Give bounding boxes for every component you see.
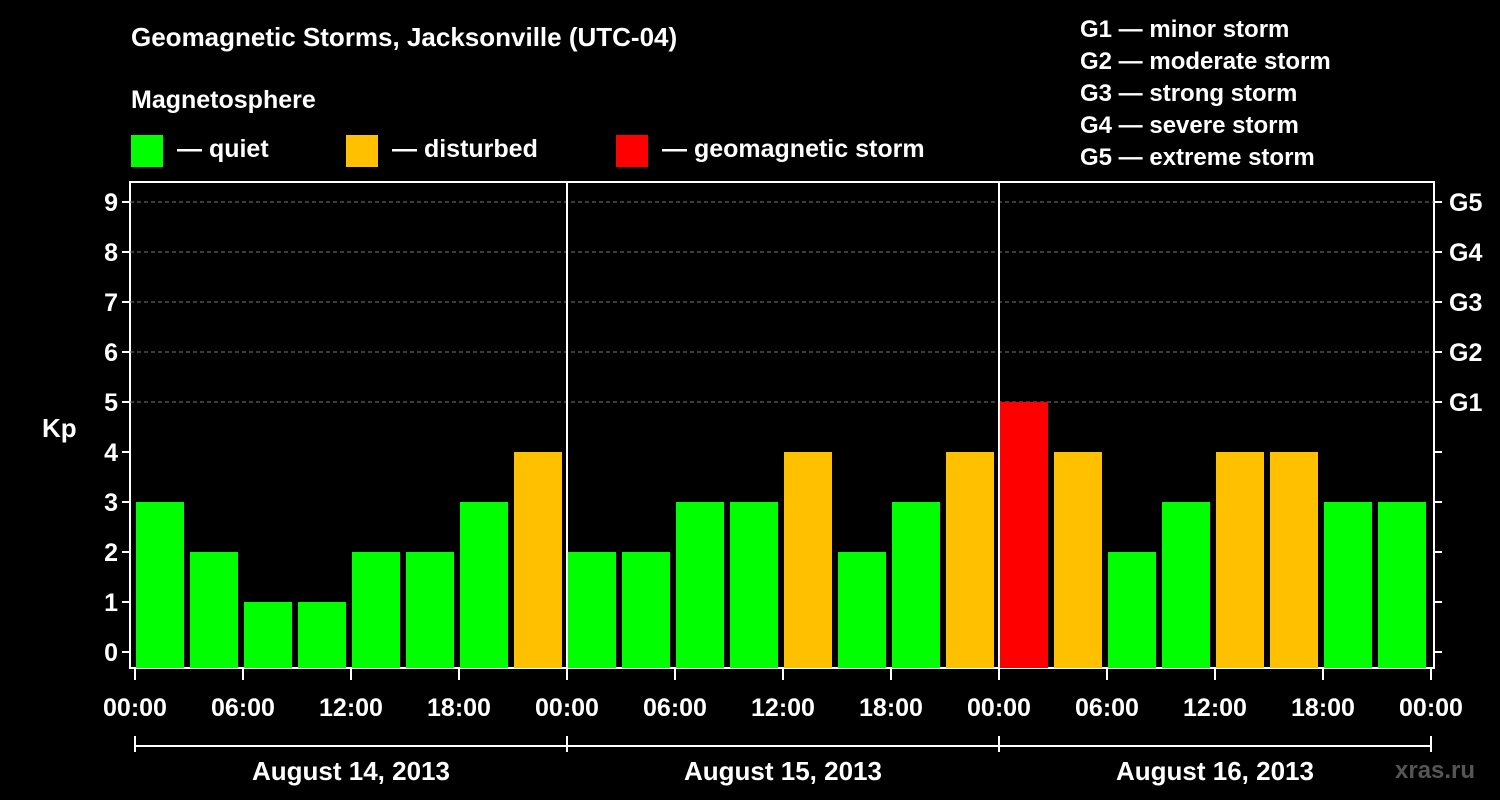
- kp-bar: [946, 452, 994, 668]
- legend-label-quiet: — quiet: [177, 135, 269, 163]
- x-tick-label: 12:00: [319, 694, 383, 722]
- x-tick-label: 18:00: [859, 694, 923, 722]
- kp-bar: [514, 452, 562, 668]
- kp-bar: [406, 552, 454, 668]
- kp-bar: [568, 552, 616, 668]
- watermark: xras.ru: [1395, 757, 1476, 784]
- y-tick-label: 5: [104, 389, 118, 417]
- legend-label-disturbed: — disturbed: [392, 135, 538, 163]
- x-tick-label: 06:00: [1075, 694, 1139, 722]
- legend-subtitle: Magnetosphere: [131, 86, 316, 114]
- kp-bar: [298, 602, 346, 668]
- kp-bar: [1054, 452, 1102, 668]
- g-scale-label: G1: [1449, 389, 1482, 417]
- y-tick-label: 6: [104, 339, 118, 367]
- x-tick-label: 06:00: [211, 694, 275, 722]
- kp-bar: [730, 502, 778, 668]
- kp-bar: [1216, 452, 1264, 668]
- x-tick-label: 12:00: [751, 694, 815, 722]
- kp-bar: [1324, 502, 1372, 668]
- legend-swatch-disturbed: [346, 135, 378, 167]
- y-tick-label: 3: [104, 489, 118, 517]
- kp-bar: [352, 552, 400, 668]
- kp-bar: [1270, 452, 1318, 668]
- kp-bar: [892, 502, 940, 668]
- y-tick-label: 7: [104, 289, 118, 317]
- storm-scale-g4: G4 — severe storm: [1080, 112, 1299, 139]
- kp-bar: [1162, 502, 1210, 668]
- kp-bar: [1000, 402, 1048, 668]
- storm-scale-list: G1 — minor storm G2 — moderate storm G3 …: [1080, 14, 1331, 174]
- x-tick-label: 12:00: [1183, 694, 1247, 722]
- chart-title: Geomagnetic Storms, Jacksonville (UTC-04…: [131, 22, 678, 52]
- kp-bar: [460, 502, 508, 668]
- day-label: August 14, 2013: [252, 756, 450, 786]
- kp-bar: [1378, 502, 1426, 668]
- legend-swatch-storm: [616, 135, 648, 167]
- day-label: August 15, 2013: [684, 756, 882, 786]
- y-axis-label: Kp: [42, 413, 77, 443]
- g-scale-label: G2: [1449, 339, 1482, 367]
- y-tick-label: 4: [104, 439, 118, 467]
- kp-bar: [622, 552, 670, 668]
- x-tick-label: 06:00: [643, 694, 707, 722]
- kp-bar: [1108, 552, 1156, 668]
- x-tick-label: 00:00: [1399, 694, 1463, 722]
- kp-bar: [244, 602, 292, 668]
- kp-bar: [676, 502, 724, 668]
- y-tick-label: 2: [104, 539, 118, 567]
- x-tick-label: 18:00: [1291, 694, 1355, 722]
- legend-swatch-quiet: [131, 135, 163, 167]
- y-tick-label: 1: [104, 589, 118, 617]
- y-tick-label: 8: [104, 239, 118, 267]
- g-scale-label: G3: [1449, 289, 1482, 317]
- kp-bar: [190, 552, 238, 668]
- storm-scale-g1: G1 — minor storm: [1080, 16, 1290, 43]
- storm-scale-g2: G2 — moderate storm: [1080, 48, 1331, 75]
- g-scale-label: G5: [1449, 189, 1482, 217]
- storm-scale-g5: G5 — extreme storm: [1080, 144, 1315, 171]
- kp-bar: [136, 502, 184, 668]
- x-tick-label: 00:00: [103, 694, 167, 722]
- storm-scale-g3: G3 — strong storm: [1080, 80, 1298, 107]
- x-tick-label: 18:00: [427, 694, 491, 722]
- kp-bar: [784, 452, 832, 668]
- x-tick-label: 00:00: [967, 694, 1031, 722]
- kp-bar: [838, 552, 886, 668]
- y-tick-label: 0: [104, 639, 118, 667]
- y-tick-label: 9: [104, 189, 118, 217]
- x-tick-label: 00:00: [535, 694, 599, 722]
- day-label: August 16, 2013: [1116, 756, 1314, 786]
- legend-label-storm: — geomagnetic storm: [662, 135, 925, 163]
- g-scale-label: G4: [1449, 239, 1482, 267]
